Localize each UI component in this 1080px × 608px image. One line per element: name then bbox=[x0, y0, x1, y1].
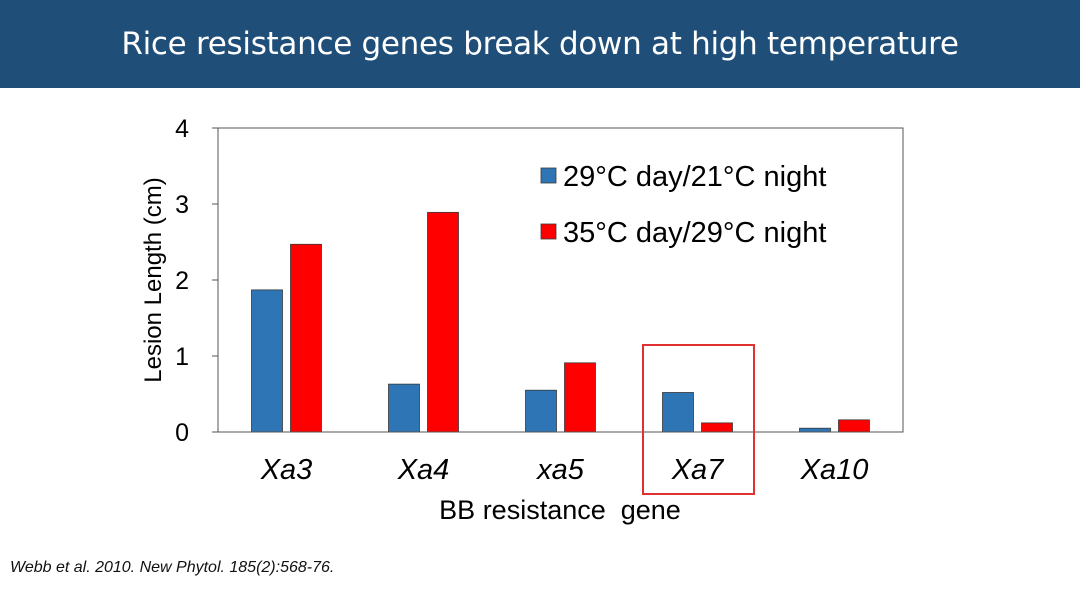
bar-xa3-series-2 bbox=[290, 243, 322, 433]
x-tick-label-xa5: xa5 bbox=[535, 454, 585, 486]
y-tick-label: 3 bbox=[175, 191, 189, 219]
y-tick-label: 1 bbox=[175, 343, 189, 371]
y-axis-label: Lesion Length (cm) bbox=[140, 177, 167, 382]
bar-xa5-series-1 bbox=[525, 389, 557, 433]
y-axis-ticks: 0 1 2 3 4 bbox=[175, 115, 218, 447]
bar-xa10-series-2 bbox=[838, 419, 870, 433]
y-tick-label: 4 bbox=[175, 115, 189, 143]
title-bar: Rice resistance genes break down at high… bbox=[0, 0, 1080, 88]
y-tick-label: 2 bbox=[175, 267, 189, 295]
slide-title: Rice resistance genes break down at high… bbox=[121, 26, 959, 62]
bar-xa4-series-2 bbox=[427, 211, 459, 433]
bars-layer bbox=[218, 211, 903, 433]
bar-xa7-series-1 bbox=[662, 392, 694, 433]
legend: 29°C day/21°C night 35°C day/29°C night bbox=[540, 161, 826, 249]
bar-xa3-series-1 bbox=[251, 289, 283, 433]
y-tick-label: 0 bbox=[175, 419, 189, 447]
legend-label-series-2: 35°C day/29°C night bbox=[563, 217, 826, 249]
bar-xa5-series-2 bbox=[564, 362, 596, 433]
x-axis-label: BB resistance gene bbox=[439, 495, 681, 525]
x-axis-ticks: Xa3 Xa4 xa5 Xa7 Xa10 bbox=[260, 454, 869, 486]
legend-swatch-series-2 bbox=[540, 223, 557, 240]
legend-label-series-1: 29°C day/21°C night bbox=[563, 161, 826, 193]
x-tick-label-xa4: Xa4 bbox=[397, 454, 450, 486]
bar-xa10-series-1 bbox=[799, 427, 831, 433]
highlight-box bbox=[642, 344, 755, 495]
bar-xa4-series-1 bbox=[388, 383, 420, 433]
x-tick-label-xa10: Xa10 bbox=[800, 454, 869, 486]
citation: Webb et al. 2010. New Phytol. 185(2):568… bbox=[10, 559, 335, 576]
bar-xa7-series-2 bbox=[701, 422, 733, 433]
legend-swatch-series-1 bbox=[540, 167, 557, 184]
x-tick-label-xa7: Xa7 bbox=[671, 454, 725, 486]
x-tick-label-xa3: Xa3 bbox=[260, 454, 313, 486]
